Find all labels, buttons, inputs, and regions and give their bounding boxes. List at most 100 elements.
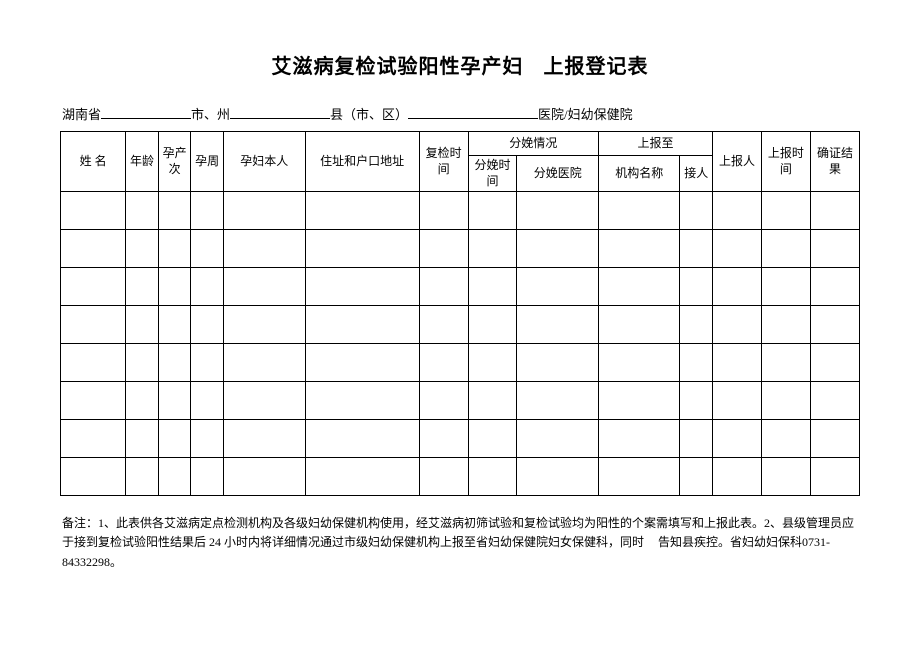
cell[interactable] [305, 192, 419, 230]
cell[interactable] [680, 268, 713, 306]
cell[interactable] [598, 306, 680, 344]
cell[interactable] [419, 192, 468, 230]
cell[interactable] [126, 192, 159, 230]
cell[interactable] [761, 420, 810, 458]
cell[interactable] [305, 420, 419, 458]
cell[interactable] [761, 268, 810, 306]
cell[interactable] [517, 230, 599, 268]
cell[interactable] [680, 382, 713, 420]
cell[interactable] [305, 458, 419, 496]
county-blank[interactable] [408, 105, 538, 119]
cell[interactable] [158, 382, 191, 420]
cell[interactable] [713, 192, 762, 230]
cell[interactable] [468, 192, 517, 230]
cell[interactable] [761, 458, 810, 496]
cell[interactable] [158, 344, 191, 382]
cell[interactable] [223, 268, 305, 306]
cell[interactable] [761, 230, 810, 268]
cell[interactable] [598, 382, 680, 420]
cell[interactable] [713, 382, 762, 420]
cell[interactable] [305, 268, 419, 306]
cell[interactable] [713, 420, 762, 458]
cell[interactable] [517, 420, 599, 458]
cell[interactable] [191, 382, 224, 420]
cell[interactable] [598, 192, 680, 230]
cell[interactable] [713, 230, 762, 268]
cell[interactable] [680, 306, 713, 344]
cell[interactable] [810, 192, 859, 230]
cell[interactable] [468, 458, 517, 496]
cell[interactable] [517, 268, 599, 306]
cell[interactable] [517, 458, 599, 496]
cell[interactable] [761, 192, 810, 230]
cell[interactable] [223, 306, 305, 344]
cell[interactable] [810, 458, 859, 496]
cell[interactable] [761, 382, 810, 420]
cell[interactable] [810, 382, 859, 420]
cell[interactable] [191, 306, 224, 344]
cell[interactable] [419, 230, 468, 268]
cell[interactable] [468, 382, 517, 420]
cell[interactable] [598, 230, 680, 268]
cell[interactable] [191, 192, 224, 230]
cell[interactable] [223, 382, 305, 420]
cell[interactable] [305, 382, 419, 420]
cell[interactable] [468, 306, 517, 344]
cell[interactable] [61, 344, 126, 382]
cell[interactable] [126, 382, 159, 420]
cell[interactable] [517, 192, 599, 230]
cell[interactable] [223, 344, 305, 382]
cell[interactable] [126, 420, 159, 458]
cell[interactable] [126, 458, 159, 496]
cell[interactable] [680, 344, 713, 382]
cell[interactable] [761, 306, 810, 344]
cell[interactable] [419, 268, 468, 306]
cell[interactable] [158, 230, 191, 268]
cell[interactable] [761, 344, 810, 382]
cell[interactable] [223, 230, 305, 268]
cell[interactable] [305, 344, 419, 382]
cell[interactable] [419, 344, 468, 382]
cell[interactable] [517, 382, 599, 420]
cell[interactable] [713, 344, 762, 382]
cell[interactable] [713, 306, 762, 344]
province-blank[interactable] [101, 105, 191, 119]
cell[interactable] [61, 458, 126, 496]
cell[interactable] [810, 230, 859, 268]
cell[interactable] [158, 268, 191, 306]
cell[interactable] [158, 458, 191, 496]
cell[interactable] [191, 268, 224, 306]
cell[interactable] [810, 344, 859, 382]
cell[interactable] [191, 458, 224, 496]
cell[interactable] [191, 344, 224, 382]
cell[interactable] [517, 306, 599, 344]
cell[interactable] [305, 230, 419, 268]
city-blank[interactable] [230, 105, 330, 119]
cell[interactable] [810, 420, 859, 458]
cell[interactable] [419, 420, 468, 458]
cell[interactable] [223, 192, 305, 230]
cell[interactable] [419, 306, 468, 344]
cell[interactable] [810, 268, 859, 306]
cell[interactable] [468, 230, 517, 268]
cell[interactable] [598, 268, 680, 306]
cell[interactable] [419, 382, 468, 420]
cell[interactable] [61, 230, 126, 268]
cell[interactable] [810, 306, 859, 344]
cell[interactable] [61, 268, 126, 306]
cell[interactable] [158, 192, 191, 230]
cell[interactable] [517, 344, 599, 382]
cell[interactable] [223, 458, 305, 496]
cell[interactable] [713, 458, 762, 496]
cell[interactable] [680, 420, 713, 458]
cell[interactable] [158, 306, 191, 344]
cell[interactable] [680, 458, 713, 496]
cell[interactable] [598, 458, 680, 496]
cell[interactable] [191, 420, 224, 458]
cell[interactable] [126, 268, 159, 306]
cell[interactable] [223, 420, 305, 458]
cell[interactable] [61, 192, 126, 230]
cell[interactable] [468, 268, 517, 306]
cell[interactable] [61, 382, 126, 420]
cell[interactable] [713, 268, 762, 306]
